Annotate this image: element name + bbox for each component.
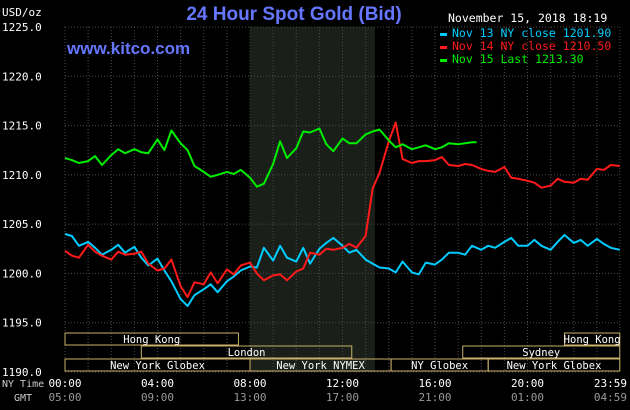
x-tick-label-ny: 04:00 bbox=[141, 377, 174, 390]
chart-title: 24 Hour Spot Gold (Bid) bbox=[186, 4, 401, 25]
legend-swatch bbox=[440, 46, 447, 49]
x-tick-label-gmt: 04:59 bbox=[594, 391, 627, 404]
y-unit-label: USD/oz bbox=[2, 6, 42, 19]
series-line-1 bbox=[64, 233, 621, 307]
series-line-3 bbox=[64, 127, 477, 188]
x-tick-label-ny: 00:00 bbox=[48, 377, 81, 390]
x-axis-gmt-label: GMT bbox=[14, 393, 32, 404]
x-tick-label-gmt: 01:00 bbox=[511, 391, 544, 404]
x-tick-label-gmt: 13:00 bbox=[233, 391, 266, 404]
y-tick-label: 1200.0 bbox=[2, 267, 42, 280]
x-tick-label-gmt: 21:00 bbox=[418, 391, 451, 404]
session-label: London bbox=[228, 347, 266, 359]
watermark-url: www.kitco.com bbox=[66, 39, 190, 58]
x-tick-label-gmt: 05:00 bbox=[48, 391, 81, 404]
x-tick-label-ny: 16:00 bbox=[418, 377, 451, 390]
shaded-session-band bbox=[250, 27, 375, 372]
legend-entry: Nov 13 NY close 1201.90 bbox=[452, 26, 611, 40]
x-tick-label-ny: 12:00 bbox=[326, 377, 359, 390]
y-tick-label: 1215.0 bbox=[2, 120, 42, 133]
session-label: New York NYMEX bbox=[276, 360, 365, 372]
session-box bbox=[140, 345, 353, 359]
x-tick-label-ny: 20:00 bbox=[511, 377, 544, 390]
y-tick-label: 1220.0 bbox=[2, 70, 42, 83]
session-box bbox=[64, 332, 239, 346]
legend-entry: Nov 15 Last 1213.30 bbox=[452, 52, 584, 66]
legend-swatch bbox=[440, 33, 447, 36]
session-box bbox=[462, 345, 621, 359]
series-line-2 bbox=[64, 121, 620, 299]
session-box bbox=[564, 332, 621, 346]
y-tick-label: 1205.0 bbox=[2, 218, 42, 231]
y-tick-label: 1190.0 bbox=[2, 366, 42, 379]
session-label: New York Globex bbox=[507, 360, 602, 372]
x-tick-label-ny: 08:00 bbox=[233, 377, 266, 390]
legend-entry: Nov 14 NY close 1210.50 bbox=[452, 39, 611, 53]
session-box bbox=[487, 358, 621, 372]
y-tick-label: 1195.0 bbox=[2, 317, 42, 330]
session-label: Hong Kong bbox=[123, 334, 180, 346]
session-label: New York Globex bbox=[110, 360, 205, 372]
session-label: NY Globex bbox=[411, 360, 468, 372]
session-label: Sydney bbox=[522, 347, 560, 359]
y-tick-label: 1225.0 bbox=[2, 21, 42, 34]
legend-swatch bbox=[440, 59, 447, 62]
x-tick-label-gmt: 09:00 bbox=[141, 391, 174, 404]
x-axis-ny-label: NY Time bbox=[2, 379, 44, 390]
session-label: Hong Kong bbox=[564, 334, 621, 346]
x-tick-label-ny: 23:59 bbox=[594, 377, 627, 390]
date-stamp: November 15, 2018 18:19 bbox=[448, 11, 607, 25]
x-tick-label-gmt: 17:00 bbox=[326, 391, 359, 404]
y-tick-label: 1210.0 bbox=[2, 169, 42, 182]
